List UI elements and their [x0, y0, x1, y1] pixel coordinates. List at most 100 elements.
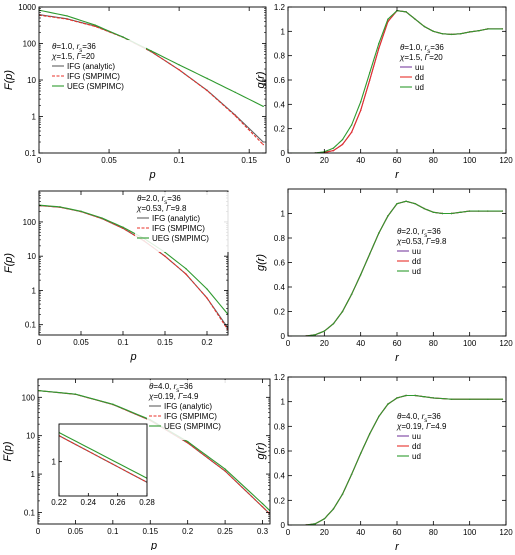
data-point [66, 18, 68, 20]
x-tick-label: 0 [37, 156, 42, 165]
legend-text-run: =4.9 [431, 422, 447, 431]
legend-entry-label: IFG (analytic) [152, 214, 200, 223]
data-point [332, 508, 335, 510]
x-tick-label: 80 [429, 339, 438, 348]
legend-entry-label: ud [412, 267, 421, 276]
data-point [341, 138, 344, 141]
data-point [314, 334, 316, 336]
legend-parameter-line: θ=2.0, rs=36 [137, 194, 181, 206]
data-point [341, 310, 344, 313]
legend-entry-label: IFG (analytic) [67, 62, 115, 71]
series-group [39, 204, 228, 331]
y-tick-label: 0 [281, 149, 286, 158]
x-tick-label: 0.15 [241, 156, 257, 165]
legend-text-run: =36 [167, 194, 181, 203]
legend-text-run: θ [400, 43, 405, 52]
data-point [94, 25, 96, 28]
x-axis-label: r [395, 352, 400, 364]
y-tick-label: 0.8 [274, 52, 286, 61]
legend-parameter-line: χ=1.5, Γ=20 [51, 52, 95, 61]
y-axis-label: F(p) [2, 441, 14, 462]
data-point [80, 210, 82, 212]
x-tick-label: 20 [320, 156, 329, 165]
inset-x-tick-label: 0.28 [139, 498, 155, 507]
data-point [94, 24, 96, 26]
x-tick-label: 60 [393, 156, 402, 165]
data-point [332, 323, 335, 325]
x-tick-label: 0.1 [107, 527, 119, 536]
x-tick-label: 0 [286, 339, 291, 348]
legend-parameter-line: χ=0.19, Γ=4.9 [396, 422, 447, 431]
legend-entry-label: ud [412, 452, 421, 461]
y-tick-label: 0.2 [274, 496, 286, 505]
data-point [112, 403, 114, 405]
legend-text-run: =0.19, [401, 422, 426, 431]
x-tick-label: 40 [356, 156, 365, 165]
data-point [396, 397, 398, 399]
x-axis-label: p [129, 351, 136, 363]
data-point [59, 206, 61, 208]
legend-entry-label: dd [412, 442, 421, 451]
x-tick-label: 0.1 [174, 156, 186, 165]
x-tick-label: 0.3 [257, 527, 269, 536]
y-tick-label: 10 [27, 252, 36, 261]
data-point [341, 143, 344, 146]
data-point [369, 253, 371, 255]
legend-entry-label: IFG (SMPIMC) [67, 72, 120, 81]
y-axis-label: g(r) [255, 71, 267, 88]
data-point [432, 397, 435, 399]
panel-f3: 0 0.05 0.1 0.15 0.2 0.25 0.30.1110100pF(p)θ=4.… [2, 378, 271, 552]
legend-parameter-line: χ=0.53, Γ=9.8 [396, 237, 447, 246]
data-point [350, 124, 353, 126]
data-point [206, 288, 208, 290]
legend-entry-label: dd [415, 73, 424, 82]
data-point [378, 415, 380, 418]
legend-text-run: s [176, 388, 179, 394]
legend-text-run: χ [148, 392, 154, 401]
legend-text-run: =36 [179, 382, 193, 391]
legend-parameter-line: χ=0.53, Γ=9.8 [136, 204, 187, 213]
data-point [387, 215, 389, 217]
legend-text-run: r [425, 43, 428, 52]
data-point [224, 470, 226, 472]
legend-text-run: χ [51, 52, 57, 61]
legend-parameter-line: θ=2.0, rs=36 [397, 227, 441, 239]
data-point [341, 493, 344, 495]
inset-background [59, 424, 147, 496]
data-point [405, 394, 407, 397]
legend-text-run: =36 [82, 42, 96, 51]
y-tick-label: 0.2 [274, 308, 286, 317]
y-tick-label: 0.6 [274, 259, 286, 268]
x-tick-label: 0.15 [157, 338, 173, 347]
data-point [350, 293, 353, 296]
legend-text-run: =9.8 [431, 237, 447, 246]
legend-text-run: θ [397, 412, 402, 421]
y-tick-label: 0.8 [274, 422, 286, 431]
data-point [101, 217, 103, 219]
data-point [350, 473, 353, 476]
legend-entry-label: dd [412, 257, 421, 266]
data-point [359, 452, 362, 455]
x-tick-label: 0.05 [73, 338, 89, 347]
x-tick-label: 0.25 [217, 527, 233, 536]
x-tick-label: 100 [463, 528, 477, 537]
x-axis-label: p [150, 540, 157, 550]
data-point [487, 398, 489, 400]
y-tick-label: 100 [23, 40, 37, 49]
y-tick-label: 1.2 [274, 3, 286, 12]
data-point [206, 77, 208, 80]
inset-series [59, 431, 147, 483]
legend-entry-label: ud [415, 83, 424, 92]
legend-text-run: r [162, 194, 165, 203]
legend-parameter-line: χ=0.19, Γ=4.9 [148, 392, 199, 401]
y-tick-label: 100 [23, 218, 37, 227]
x-tick-label: 120 [499, 339, 513, 348]
plot-frame [287, 6, 507, 154]
data-point [185, 268, 187, 270]
inset-series-line [59, 435, 147, 483]
